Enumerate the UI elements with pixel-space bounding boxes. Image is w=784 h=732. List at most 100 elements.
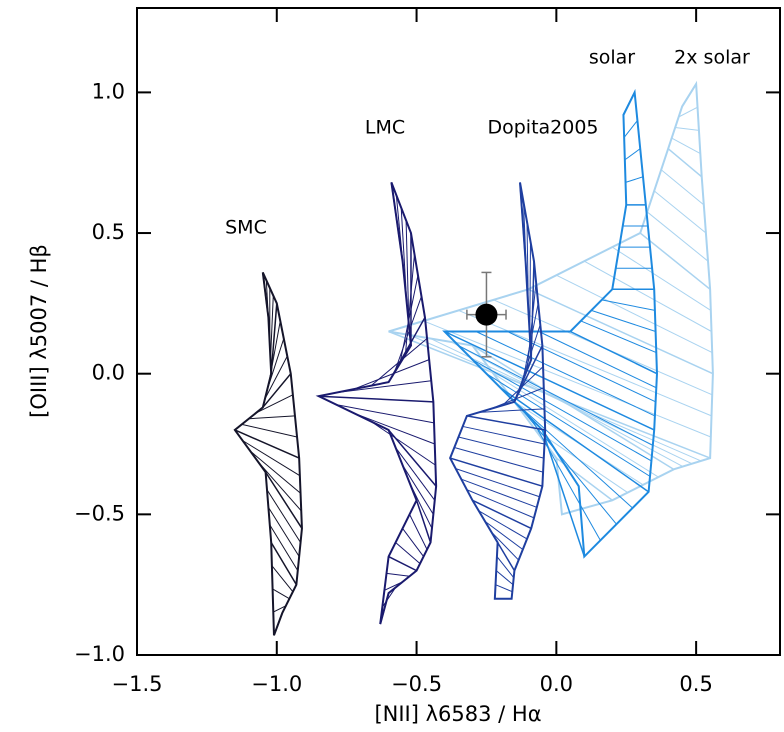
model-grid-line: [462, 425, 545, 445]
model-grid-line: [528, 288, 714, 375]
model-grid-line: [267, 507, 300, 557]
model-grid-line: [241, 423, 298, 438]
model-grid-line: [519, 182, 527, 262]
model-grid-line: [458, 309, 712, 417]
x-tick-label: −1.5: [112, 672, 163, 696]
model-grid-line: [249, 450, 301, 494]
model-grid-line: [678, 106, 698, 118]
model-grid-line: [461, 478, 537, 508]
model-grid-line: [623, 120, 638, 138]
model-grid-line: [444, 330, 655, 431]
model-grid-line: [490, 387, 544, 410]
y-tick-label: −1.0: [74, 642, 125, 666]
grid-label: 2x solar: [674, 47, 750, 69]
model-grid-outline: [315, 182, 438, 625]
grid-label: SMC: [225, 217, 267, 239]
model-grid-line: [478, 510, 528, 540]
model-grid-line: [502, 366, 544, 406]
x-tick-label: 0.5: [679, 672, 712, 696]
model-grid-line: [264, 471, 303, 529]
model-grid-line: [458, 436, 544, 459]
y-tick-label: 1.0: [92, 79, 125, 103]
x-tick-label: −0.5: [391, 672, 442, 696]
model-grid-line: [472, 499, 532, 530]
model-grid-line: [400, 207, 408, 304]
model-grid-line: [522, 202, 528, 286]
model-grid-line: [415, 500, 432, 543]
model-grid-line: [639, 232, 711, 290]
model-grid-line: [455, 468, 540, 498]
model-grid-line: [625, 176, 644, 183]
model-grid-line: [569, 330, 658, 375]
model-grid-line: [266, 338, 285, 391]
model-grid-line: [266, 489, 301, 543]
model-grid-line: [255, 394, 294, 414]
model-grid-line: [500, 387, 650, 493]
model-grid-line: [522, 303, 539, 381]
model-grid-line: [248, 415, 295, 420]
model-grid-line: [273, 605, 287, 613]
model-grid-line: [395, 195, 406, 283]
model-grid-line: [318, 395, 434, 403]
model-grid-line: [478, 408, 545, 413]
model-grid-line: [624, 148, 641, 161]
model-grid-line: [270, 542, 297, 586]
model-grid-line: [379, 592, 390, 625]
model-grid-line: [273, 612, 284, 636]
model-grid-line: [393, 296, 422, 374]
model-grid-line: [268, 320, 281, 383]
model-grid-line: [395, 542, 421, 564]
y-tick-label: 0.0: [92, 361, 125, 385]
model-grid-line: [475, 331, 656, 417]
y-tick-label: 0.5: [92, 220, 125, 244]
model-grid-line: [667, 148, 703, 178]
x-tick-label: 0.0: [540, 672, 573, 696]
model-grid-line: [264, 355, 288, 400]
model-grid-line: [526, 282, 537, 371]
model-grid-line: [486, 373, 651, 477]
model-grid-line: [535, 429, 628, 493]
model-grid-line: [529, 241, 531, 336]
model-grid-line: [496, 556, 515, 578]
model-grid-line: [526, 221, 529, 311]
model-grid-line: [269, 295, 274, 360]
model-grid-line: [495, 584, 513, 593]
model-grid-line: [675, 127, 699, 131]
model-grid-line: [353, 412, 435, 445]
grid-label: Dopita2005: [487, 117, 598, 139]
model-grid-line: [472, 344, 675, 470]
model-grid-line: [601, 299, 655, 311]
model-grid-line: [409, 514, 428, 550]
model-grid-line: [653, 190, 707, 234]
model-grid-line: [265, 280, 270, 332]
model-grid-line: [622, 92, 636, 116]
model-grid-line: [402, 464, 434, 515]
model-grid-line: [269, 524, 299, 571]
model-grid-line: [353, 359, 430, 390]
model-grid-line: [336, 380, 432, 394]
model-grid-line: [370, 421, 436, 466]
model-grid-line: [472, 359, 652, 462]
model-grid-line: [402, 528, 424, 557]
model-grid-line: [409, 482, 433, 529]
grid-label: solar: [589, 47, 635, 69]
model-grid-line: [466, 489, 535, 519]
model-grid-line: [510, 397, 633, 509]
model-grid-line: [584, 260, 712, 332]
model-grid-line: [272, 588, 290, 600]
model-grid-line: [518, 324, 541, 392]
model-grid-line: [671, 137, 701, 155]
model-grid-line: [646, 211, 709, 262]
model-grid-line: [336, 404, 435, 424]
model-grid-line: [490, 531, 519, 561]
x-axis-label: [NII] λ6583 / Hα: [374, 702, 541, 726]
model-grid-line: [556, 274, 713, 354]
model-grid-line: [387, 317, 426, 383]
model-grid-line: [493, 373, 659, 478]
model-grid-line: [405, 220, 410, 325]
model-grid-line: [423, 320, 711, 438]
data-point: [475, 303, 498, 326]
model-grid-line: [496, 542, 516, 571]
model-grid-line: [681, 83, 697, 107]
